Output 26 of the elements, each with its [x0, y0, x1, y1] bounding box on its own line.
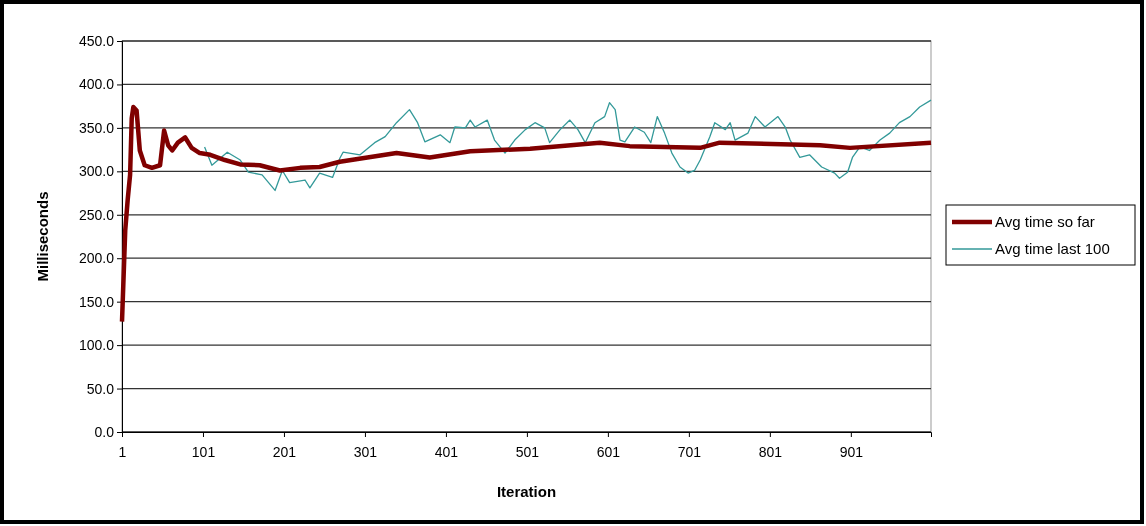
x-tick-label: 401	[434, 443, 459, 460]
x-tick-label: 601	[596, 443, 621, 460]
y-axis-title: Milliseconds	[34, 191, 51, 282]
x-tick-label: 501	[515, 443, 540, 460]
x-tick-label: 101	[191, 443, 216, 460]
y-tick-label: 0.0	[94, 423, 115, 440]
legend-label: Avg time so far	[995, 213, 1095, 230]
legend-label: Avg time last 100	[995, 240, 1110, 257]
y-tick-label: 200.0	[78, 250, 115, 267]
line-series	[119, 104, 934, 324]
x-tick-label: 701	[677, 443, 702, 460]
y-tick-label: 250.0	[78, 206, 115, 223]
y-tick-label: 300.0	[78, 163, 115, 180]
x-tick-label: 301	[353, 443, 378, 460]
x-tick-label: 1	[118, 443, 127, 460]
y-tick-label: 400.0	[78, 76, 115, 93]
line-series	[203, 99, 932, 192]
y-tick-label: 50.0	[86, 380, 115, 397]
x-tick-label: 801	[758, 443, 783, 460]
y-tick-label: 450.0	[78, 32, 115, 49]
x-tick-label: 201	[272, 443, 297, 460]
y-tick-label: 100.0	[78, 337, 115, 354]
x-tick-label: 901	[839, 443, 864, 460]
x-axis-title: Iteration	[496, 483, 557, 500]
y-tick-label: 350.0	[78, 119, 115, 136]
y-tick-label: 150.0	[78, 293, 115, 310]
